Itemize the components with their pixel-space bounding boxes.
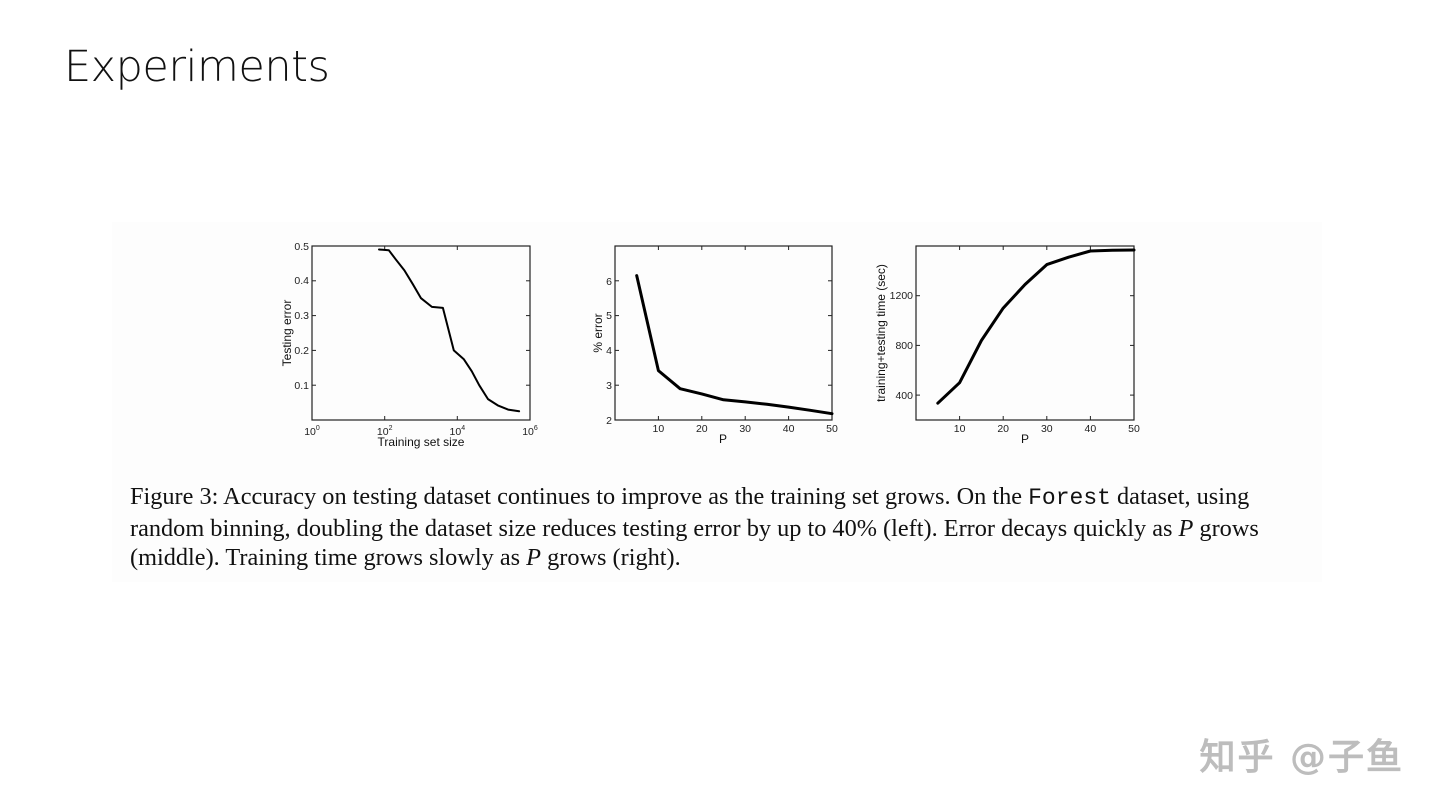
x-axis-label: P [1021, 432, 1029, 446]
axes-frame [311, 245, 531, 421]
svg-text:50: 50 [1128, 423, 1140, 435]
axes-frame [915, 245, 1135, 421]
variable-p: P [1178, 514, 1194, 542]
y-axis-label: % error [591, 313, 605, 352]
svg-text:40: 40 [1085, 423, 1097, 435]
figure-caption: Figure 3: Accuracy on testing dataset co… [130, 483, 1259, 571]
chart-training-time: 400 800 1200 10 20 30 40 50 P training+t… [874, 245, 1140, 446]
watermark: 知乎 @子鱼 [1199, 737, 1404, 778]
y-axis-label: training+testing time (sec) [874, 264, 888, 402]
svg-text:4: 4 [606, 345, 612, 357]
x-ticks: 10 20 30 40 50 [653, 246, 838, 435]
svg-text:106: 106 [522, 425, 538, 438]
svg-text:50: 50 [826, 423, 838, 435]
caption-label: Figure 3: [130, 483, 219, 510]
figure-panel [112, 222, 1322, 582]
y-ticks: 0.1 0.2 0.3 0.4 0.5 [294, 241, 530, 392]
axes-frame [614, 245, 833, 421]
series-line [378, 248, 521, 413]
x-ticks: 100 102 104 106 [304, 246, 538, 438]
svg-text:0.2: 0.2 [294, 345, 309, 357]
svg-text:1200: 1200 [890, 290, 914, 302]
svg-text:40: 40 [783, 423, 795, 435]
svg-text:30: 30 [1041, 423, 1053, 435]
series-line [936, 248, 1136, 405]
svg-text:5: 5 [606, 310, 612, 322]
svg-text:800: 800 [895, 340, 913, 352]
svg-text:0.4: 0.4 [294, 275, 309, 287]
x-ticks: 10 20 30 40 50 [954, 246, 1140, 435]
svg-text:100: 100 [304, 425, 320, 438]
series-line [635, 274, 834, 416]
y-axis-label: Testing error [280, 300, 294, 367]
slide-title: Experiments [64, 42, 330, 92]
variable-p: P [526, 544, 542, 571]
svg-text:0.1: 0.1 [294, 380, 309, 392]
svg-text:2: 2 [606, 415, 612, 427]
svg-text:0.5: 0.5 [294, 241, 309, 253]
svg-text:6: 6 [606, 276, 612, 288]
chart-testing-error: 0.1 0.2 0.3 0.4 0.5 100 102 104 106 Trai… [280, 241, 538, 449]
svg-text:30: 30 [739, 423, 751, 435]
svg-text:3: 3 [606, 380, 612, 392]
svg-text:10: 10 [653, 423, 665, 435]
x-axis-label: Training set size [378, 435, 465, 449]
x-axis-label: P [719, 432, 727, 446]
svg-text:0.3: 0.3 [294, 310, 309, 322]
svg-text:20: 20 [696, 423, 708, 435]
svg-text:10: 10 [954, 423, 966, 435]
svg-text:400: 400 [895, 390, 913, 402]
y-ticks: 2 3 4 5 6 [606, 276, 832, 427]
dataset-name: Forest [1028, 485, 1111, 511]
chart-percent-error: 2 3 4 5 6 10 20 30 40 50 P % error [591, 245, 838, 446]
y-ticks: 400 800 1200 [890, 290, 1134, 402]
svg-text:20: 20 [997, 423, 1009, 435]
